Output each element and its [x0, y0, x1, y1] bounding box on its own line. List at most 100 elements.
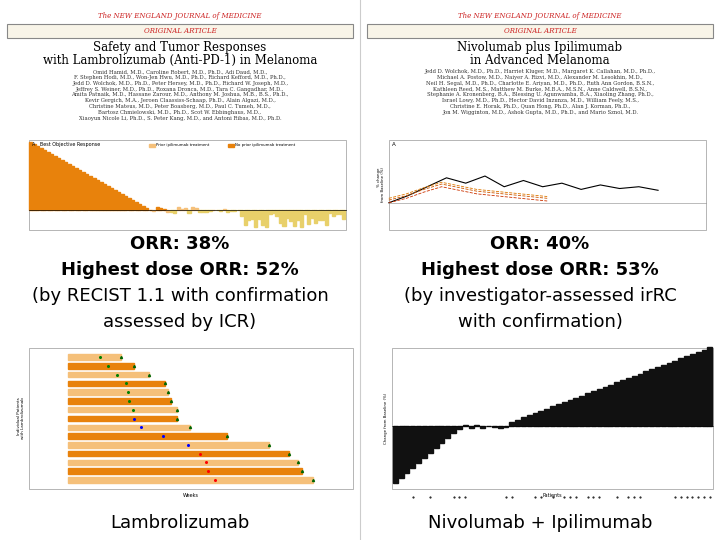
Bar — [486, 426, 491, 427]
Bar — [159, 208, 163, 210]
Bar — [85, 174, 89, 210]
Bar — [678, 359, 683, 426]
Bar — [89, 176, 92, 210]
Text: Change from Baseline (%): Change from Baseline (%) — [384, 393, 388, 444]
Bar — [110, 188, 113, 210]
Bar — [265, 210, 268, 227]
Text: Safety and Tumor Responses: Safety and Tumor Responses — [94, 41, 266, 54]
Bar — [68, 469, 302, 474]
Bar — [243, 210, 247, 225]
Bar — [393, 426, 397, 483]
Bar — [325, 210, 328, 225]
Bar — [152, 210, 156, 211]
Bar — [585, 393, 590, 426]
Bar — [32, 144, 36, 210]
Bar — [149, 144, 155, 147]
Bar — [71, 166, 74, 210]
Text: Highest dose ORR: 53%: Highest dose ORR: 53% — [421, 261, 659, 279]
Bar — [480, 426, 485, 428]
Bar — [527, 415, 532, 426]
Bar — [701, 349, 706, 426]
Bar — [166, 210, 169, 212]
Bar — [567, 400, 572, 426]
Bar — [138, 204, 141, 210]
Text: Individual Patients
with Lambrolizumab: Individual Patients with Lambrolizumab — [17, 397, 25, 440]
Bar — [608, 384, 613, 426]
Text: ORIGINAL ARTICLE: ORIGINAL ARTICLE — [143, 27, 217, 35]
Bar — [328, 210, 331, 213]
Text: Patients: Patients — [543, 493, 562, 498]
Text: Jedd D. Wolchok, M.D., Ph.D., Harriet Kluger, M.D., Margaret K. Callahan, M.D., : Jedd D. Wolchok, M.D., Ph.D., Harriet Kl… — [424, 69, 656, 114]
Bar — [78, 170, 81, 210]
Bar — [47, 152, 50, 210]
Bar — [439, 426, 444, 443]
Bar — [492, 426, 497, 427]
Bar — [191, 207, 194, 210]
Bar — [314, 210, 318, 223]
Text: Prior ipilimumab treatment: Prior ipilimumab treatment — [156, 143, 209, 147]
Bar — [631, 376, 636, 426]
Bar — [43, 150, 46, 210]
Bar — [198, 210, 201, 212]
Bar — [544, 409, 549, 426]
Text: (by investigator-assessed irRC: (by investigator-assessed irRC — [404, 287, 676, 305]
Bar — [655, 367, 660, 426]
Bar — [219, 210, 222, 211]
Bar — [332, 210, 335, 216]
Bar — [68, 477, 313, 483]
Bar — [637, 374, 642, 426]
Bar — [416, 426, 421, 463]
Bar — [342, 210, 346, 219]
Bar — [68, 424, 190, 430]
Bar — [286, 210, 289, 218]
Text: in Advanced Melanoma: in Advanced Melanoma — [470, 54, 610, 67]
Bar — [233, 210, 236, 211]
Bar — [509, 422, 514, 426]
Bar — [649, 369, 654, 426]
Bar — [556, 404, 561, 426]
Bar — [614, 382, 619, 426]
Bar — [50, 154, 53, 210]
Bar — [580, 395, 584, 426]
Text: Lambrolizumab: Lambrolizumab — [110, 514, 250, 532]
Bar — [258, 210, 261, 219]
Bar — [99, 182, 102, 210]
Bar — [29, 348, 353, 489]
Bar — [562, 402, 567, 426]
Bar — [174, 210, 176, 213]
Bar — [68, 460, 298, 465]
Bar — [180, 209, 184, 210]
Bar — [300, 210, 303, 227]
Bar — [131, 200, 134, 210]
Bar — [29, 142, 32, 210]
Text: ORIGINAL ARTICLE: ORIGINAL ARTICLE — [503, 27, 577, 35]
Text: Highest dose ORR: 52%: Highest dose ORR: 52% — [61, 261, 299, 279]
Bar — [114, 190, 117, 210]
Bar — [57, 158, 60, 210]
Bar — [103, 184, 106, 210]
Bar — [550, 407, 555, 426]
Bar — [272, 210, 275, 213]
Bar — [177, 207, 180, 210]
Text: Omid Hamid, M.D., Caroline Robert, M.D., Ph.D., Adi Daud, M.D.,
F. Stephen Hodi,: Omid Hamid, M.D., Caroline Robert, M.D.,… — [71, 69, 289, 120]
Bar — [68, 442, 269, 448]
Bar — [68, 354, 122, 360]
Bar — [205, 210, 208, 212]
Bar — [120, 194, 124, 210]
Bar — [251, 210, 254, 219]
Text: % change
from Baseline (%): % change from Baseline (%) — [377, 167, 385, 202]
Bar — [269, 210, 271, 214]
Bar — [68, 407, 177, 413]
Bar — [184, 208, 187, 210]
Bar — [573, 398, 578, 426]
Text: A   Best Objective Response: A Best Objective Response — [32, 142, 101, 147]
Bar — [75, 168, 78, 210]
Bar — [68, 451, 289, 456]
Bar — [240, 210, 243, 216]
Bar — [247, 210, 251, 220]
Text: Weeks: Weeks — [183, 493, 199, 498]
Text: Nivolumab + Ipilimumab: Nivolumab + Ipilimumab — [428, 514, 652, 532]
Bar — [209, 210, 212, 211]
Text: (by RECIST 1.1 with confirmation: (by RECIST 1.1 with confirmation — [32, 287, 328, 305]
Text: No prior ipilimumab treatment: No prior ipilimumab treatment — [235, 143, 295, 147]
